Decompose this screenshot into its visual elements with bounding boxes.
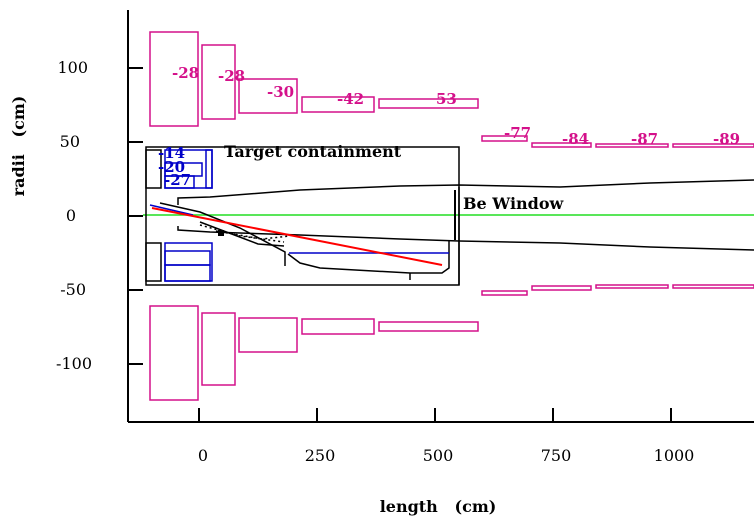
magnet-3-lower	[238, 317, 298, 353]
magnet-5-upper	[378, 98, 479, 109]
containment-lower-left-block	[145, 242, 162, 282]
y-tick-label-neg100: -100	[56, 354, 92, 373]
magnet-5-lower	[378, 321, 479, 332]
containment-upper-left-block	[145, 149, 162, 189]
lower-magnets	[149, 284, 754, 401]
magnet-7-lower	[531, 285, 592, 291]
collimator-label-1: -14	[158, 144, 185, 162]
collimator-label-3: -27	[164, 171, 191, 189]
magnet-6-lower	[481, 290, 528, 296]
magnet-label-8: -87	[631, 130, 658, 148]
y-tick-label-neg50: -50	[60, 280, 86, 299]
y-tick-label-0: 0	[66, 206, 76, 225]
magnet-3-upper	[238, 78, 298, 114]
y-tick-label-50: 50	[60, 132, 80, 151]
magnet-7-upper	[531, 142, 592, 148]
magnet-label-3: -30	[267, 83, 294, 101]
magnet-4-lower	[301, 318, 375, 335]
y-ticks	[128, 67, 143, 365]
magnet-9-upper	[672, 143, 754, 148]
blue-collimators	[149, 149, 449, 282]
target-containment	[145, 146, 754, 286]
magnet-9-lower	[672, 284, 754, 289]
magnet-label-9: -89	[713, 130, 740, 148]
x-tick-label-1000: 1000	[654, 446, 695, 465]
magnet-4-upper	[301, 96, 375, 113]
magnet-label-2: -28	[218, 67, 245, 85]
magnet-2-lower	[201, 312, 236, 386]
be-window-label: Be Window	[463, 194, 565, 213]
magnet-6-upper	[481, 135, 528, 142]
target-marker	[218, 230, 224, 236]
beam-trajectory	[151, 207, 443, 266]
y-tick-label-100: 100	[57, 58, 88, 77]
magnet-label-5: 53	[436, 90, 457, 108]
magnet-8-lower	[595, 284, 669, 289]
x-tick-label-750: 750	[541, 446, 572, 465]
target-containment-label: Target containment	[224, 142, 402, 161]
magnet-2-upper	[201, 44, 236, 120]
magnet-label-1: -28	[172, 64, 199, 82]
target-dotted-lines	[199, 224, 291, 243]
x-tick-label-0: 0	[198, 446, 208, 465]
x-ticks	[198, 408, 672, 422]
collimator-label-2: -20	[158, 158, 185, 176]
upper-magnets	[149, 31, 754, 148]
x-tick-label-500: 500	[423, 446, 454, 465]
magnet-label-7: -84	[562, 130, 589, 148]
magnet-1-lower	[149, 305, 199, 401]
magnet-label-6: -77	[504, 124, 531, 142]
magnet-label-4: -42	[337, 90, 364, 108]
x-tick-label-250: 250	[305, 446, 336, 465]
x-axis-title: length (cm)	[380, 497, 497, 516]
magnet-1-upper	[149, 31, 199, 127]
magnet-8-upper	[595, 143, 669, 148]
y-axis-title: radii (cm)	[9, 96, 28, 197]
